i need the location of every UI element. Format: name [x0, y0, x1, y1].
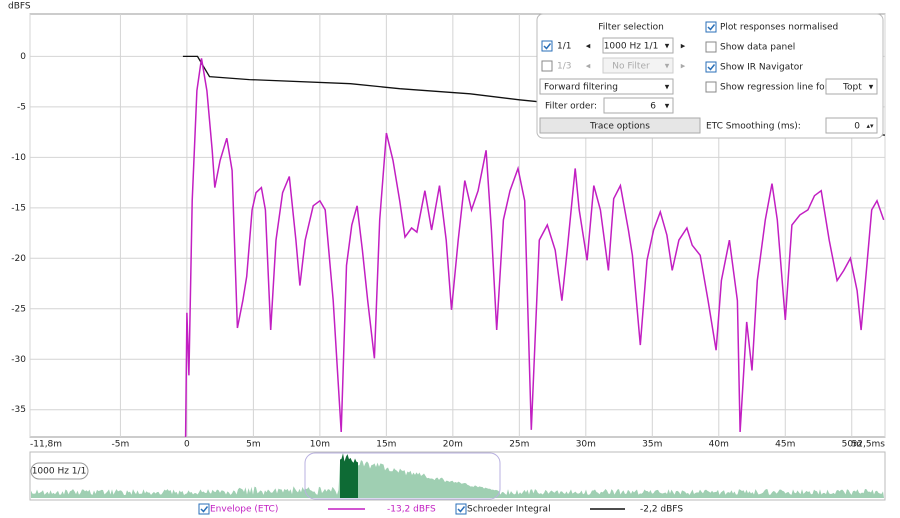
- series-line: [184, 58, 885, 437]
- window-selection[interactable]: [304, 452, 501, 500]
- spinner[interactable]: [825, 117, 878, 134]
- y-tick-label: 0: [20, 52, 26, 62]
- legend-checkbox[interactable]: [455, 503, 467, 515]
- checkbox[interactable]: [541, 40, 553, 52]
- option-label: Plot responses normalised: [720, 23, 838, 33]
- checkmark: [707, 64, 716, 71]
- label: 1/3: [557, 62, 571, 72]
- checkbox-box: [541, 40, 553, 52]
- dropdown-arrow: ▾: [665, 83, 670, 93]
- label: Filter order:: [545, 102, 597, 112]
- dropdown[interactable]: [603, 97, 674, 114]
- checkbox-box: [541, 60, 553, 72]
- ir-navigator: 1000 Hz 1/1: [29, 451, 886, 501]
- x-tick-label: 5m: [246, 440, 261, 450]
- checkbox[interactable]: [541, 60, 553, 72]
- x-tick-label: 45m: [775, 440, 795, 450]
- arrow-left[interactable]: ◂: [586, 42, 591, 52]
- x-tick-label: 30m: [576, 440, 596, 450]
- arrow-right[interactable]: ▸: [681, 42, 686, 52]
- checkbox-box: [705, 21, 717, 33]
- dropdown-arrow: ▾: [665, 62, 670, 72]
- dropdown-arrow: ▾: [869, 83, 874, 93]
- checkmark: [457, 506, 466, 513]
- y-tick-label: -35: [11, 405, 26, 415]
- overview-area: [31, 456, 884, 498]
- x-tick-label: 50m: [842, 440, 862, 450]
- panel-heading: Filter selection: [598, 23, 664, 33]
- y-tick-label: -10: [11, 153, 26, 163]
- legend-label: Schroeder Integral: [467, 505, 551, 515]
- dropdown[interactable]: [539, 78, 674, 95]
- dropdown-arrow: ▾: [665, 42, 670, 52]
- legend: Envelope (ETC) -13,2 dBFS Schroeder Integr…: [198, 503, 683, 515]
- checkbox[interactable]: [705, 21, 717, 33]
- label: 1/1: [557, 42, 571, 52]
- checkbox-box: [705, 41, 717, 53]
- option-label: Show data panel: [720, 43, 795, 53]
- x-tick-label: 0: [184, 440, 190, 450]
- checkbox-box: [455, 503, 467, 515]
- legend-label: Envelope (ETC): [210, 505, 278, 515]
- checkbox[interactable]: [705, 81, 717, 93]
- checkmark: [543, 43, 552, 50]
- checkmark: [200, 506, 209, 513]
- legend-readout: -2,2 dBFS: [640, 505, 683, 515]
- checkmark: [707, 24, 716, 31]
- button-label: Trace options: [589, 122, 650, 132]
- dropdown-value: No Filter: [612, 62, 650, 72]
- x-tick-label: -11,8m: [30, 440, 62, 450]
- x-tick-label: 15m: [376, 440, 396, 450]
- checkbox[interactable]: [705, 61, 717, 73]
- x-tick-label: 40m: [709, 440, 729, 450]
- x-tick-label: 52,5ms: [852, 440, 886, 450]
- checkbox-box: [705, 81, 717, 93]
- overview-window: [340, 453, 358, 498]
- x-tick-label: 25m: [509, 440, 529, 450]
- button[interactable]: [539, 117, 701, 134]
- band-badge: [30, 462, 89, 480]
- label: ETC Smoothing (ms):: [706, 122, 801, 132]
- dropdown-value: 6: [650, 102, 656, 112]
- option-label: Show IR Navigator: [720, 63, 803, 73]
- overview: [31, 453, 884, 498]
- checkbox-box: [705, 61, 717, 73]
- checkbox[interactable]: [705, 41, 717, 53]
- y-tick-label: -15: [11, 203, 26, 213]
- x-tick-label: 20m: [443, 440, 463, 450]
- y-tick-label: -25: [11, 304, 26, 314]
- legend-readout: -13,2 dBFS: [387, 505, 436, 515]
- dropdown: [602, 57, 674, 74]
- x-tick-label: 10m: [310, 440, 330, 450]
- dropdown-value: Forward filtering: [544, 83, 618, 93]
- spinner-value: 0: [854, 122, 860, 132]
- arrow-left: ◂: [586, 62, 591, 72]
- control-panel: Filter selection 1/1 ◂ 1000 Hz 1/1 ▾ ▸ 1…: [536, 13, 884, 139]
- dropdown-arrow: ▾: [665, 102, 670, 112]
- y-axis-label: dBFS: [8, 2, 31, 12]
- dropdown[interactable]: [602, 37, 674, 54]
- y-tick-label: -30: [11, 355, 26, 365]
- option-label: Show regression line for:: [720, 83, 831, 93]
- dropdown[interactable]: [825, 78, 878, 95]
- y-tick-label: -20: [11, 254, 26, 264]
- spinner-arrows[interactable]: ▴▾: [866, 122, 874, 130]
- legend-checkbox[interactable]: [198, 503, 210, 515]
- x-tick-label: 35m: [642, 440, 662, 450]
- x-tick-label: -5m: [112, 440, 130, 450]
- band-label: 1000 Hz 1/1: [32, 467, 87, 477]
- checkbox-box: [198, 503, 210, 515]
- dropdown-value: Topt: [842, 83, 862, 93]
- y-tick-label: -5: [17, 102, 26, 112]
- dropdown-value: 1000 Hz 1/1: [604, 42, 659, 52]
- arrow-right: ▸: [681, 62, 686, 72]
- options: Plot responses normalised Show data panel…: [705, 21, 838, 93]
